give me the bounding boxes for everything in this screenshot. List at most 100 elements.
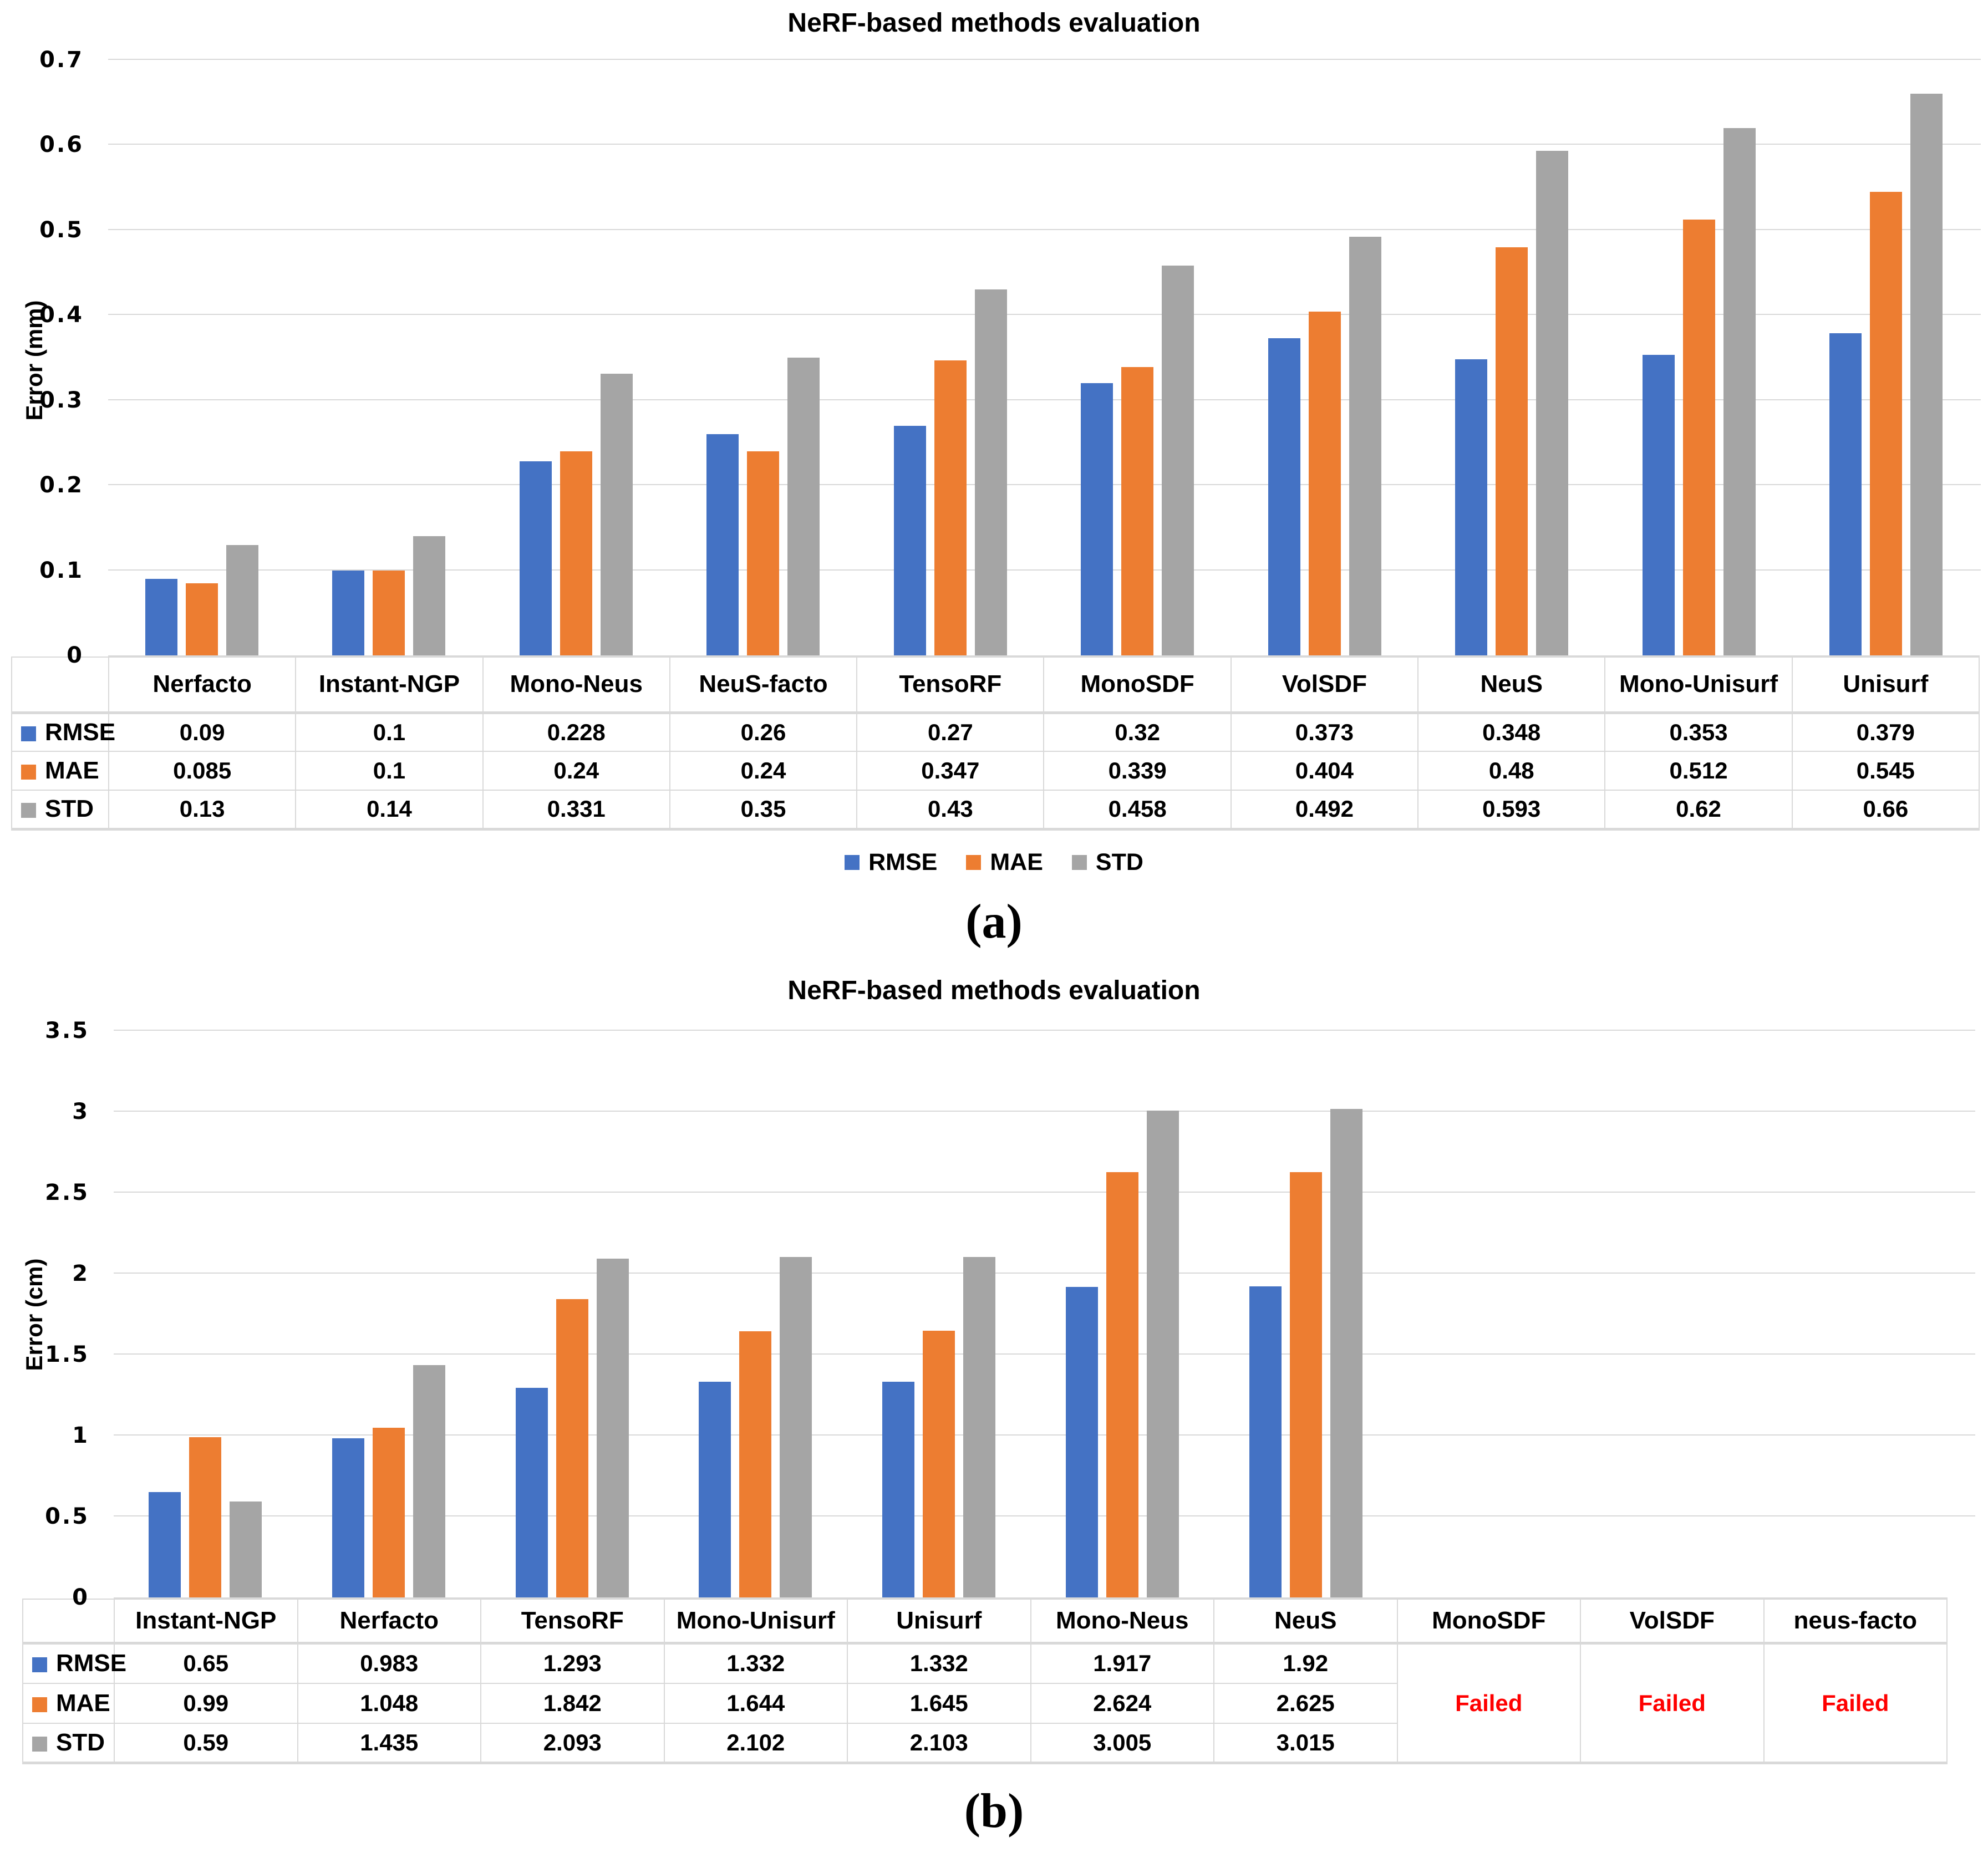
gridline — [108, 228, 1981, 230]
table-row-mae: MAE 0.99 1.048 1.842 1.644 1.645 2.624 2.625 — [22, 1682, 1947, 1724]
bar-rmse-neus-facto — [706, 434, 739, 655]
bar-mae-volsdf — [1308, 312, 1341, 655]
table-cell: 0.492 — [1230, 790, 1419, 829]
table-cell: 0.32 — [1043, 712, 1232, 752]
bar-mae-nerfacto — [185, 583, 218, 655]
bar-chart: Error (mm) 0.7 0.6 0.5 0.4 0.3 0.2 0.1 0 — [0, 40, 1988, 666]
bar-chart: Error (cm) 3.5 3 2.5 2 1.5 1 0.5 0 — [0, 1007, 1988, 1609]
bar-mae-unisurf — [1870, 191, 1903, 655]
bar-mae-neus — [1496, 247, 1528, 655]
panel-a: NeRF-based methods evaluation Error (mm)… — [0, 8, 1988, 949]
bar-rmse-nerfacto — [145, 578, 177, 655]
y-tick-label: 0.4 — [39, 302, 84, 328]
legend-label: MAE — [990, 849, 1043, 876]
table-cell: 0.13 — [108, 790, 297, 829]
bar-mae-mono-neus — [560, 451, 592, 655]
bar-group-tensorf — [480, 1031, 664, 1597]
gridline — [114, 1029, 1975, 1031]
legend-item-mae: MAE — [966, 849, 1043, 876]
data-table: Nerfacto Instant-NGP Mono-Neus NeuS-facto Te… — [11, 656, 1980, 831]
bar-std-unisurf — [1910, 94, 1943, 655]
row-header-std: STD — [11, 790, 109, 829]
chart-title: NeRF-based methods evaluation — [787, 8, 1201, 38]
bar-mae-mono-unisurf — [1682, 220, 1715, 655]
gridline — [114, 1434, 1975, 1436]
y-tick-label: 3.5 — [45, 1017, 89, 1044]
mae-legend-swatch-icon — [966, 855, 982, 870]
table-header: Nerfacto Instant-NGP Mono-Neus NeuS-facto Te… — [11, 656, 1980, 713]
column-header-mono-unisurf: Mono-Unisurf — [663, 1598, 848, 1644]
column-header-tensorf: TensoRF — [856, 656, 1045, 713]
bar-mae-monosdf — [1121, 367, 1154, 655]
bar-group-nerfacto — [297, 1031, 481, 1597]
y-axis-label: Error (cm) — [21, 1258, 47, 1371]
bar-mae-neus-facto — [747, 451, 780, 655]
bar-mae-instant-ngp — [189, 1437, 222, 1597]
column-header-neus: NeuS — [1417, 656, 1606, 713]
plot-area: 0.7 0.6 0.5 0.4 0.3 0.2 0.1 0 — [39, 49, 1981, 666]
column-header-neus: NeuS — [1213, 1598, 1398, 1644]
bar-std-instant-ngp — [230, 1501, 262, 1597]
y-tick-label: 0.1 — [39, 557, 84, 583]
table-cell: 0.26 — [669, 712, 858, 752]
column-header-neus-facto: neus-facto — [1763, 1598, 1948, 1644]
y-tick-label: 2 — [72, 1260, 89, 1286]
bar-mae-tensorf — [556, 1299, 588, 1597]
table-header-row: Nerfacto Instant-NGP Mono-Neus NeuS-facto Te… — [11, 656, 1980, 713]
y-tick-label: 0.2 — [39, 472, 84, 498]
bar-group-neus — [1214, 1031, 1397, 1597]
table-cell: 0.62 — [1604, 790, 1793, 829]
bar-rmse-mono-unisurf — [699, 1381, 731, 1597]
bar-group-neus-facto — [670, 60, 857, 655]
gridline — [108, 399, 1981, 400]
bar-std-mono-neus — [600, 374, 633, 655]
y-tick-label: 0.5 — [39, 217, 84, 243]
table-body: RMSE 0.09 0.1 0.228 0.26 0.27 0.32 0.373 0.348 0.… — [11, 712, 1980, 829]
table-cell: 0.14 — [295, 790, 484, 829]
table-cell: 0.347 — [856, 751, 1045, 791]
bar-std-nerfacto — [413, 1365, 446, 1597]
column-header-nerfacto: Nerfacto — [297, 1598, 481, 1644]
bar-mae-neus — [1289, 1172, 1322, 1597]
row-header-label: RMSE — [45, 718, 116, 746]
row-header-rmse: RMSE — [11, 712, 115, 752]
table-row-std: STD 0.13 0.14 0.331 0.35 0.43 0.458 0.492 0.593 0… — [11, 790, 1980, 829]
table-corner-cell — [11, 656, 109, 713]
bar-mae-instant-ngp — [373, 570, 405, 655]
table-cell: 0.1 — [295, 751, 484, 791]
table-header: Instant-NGP Nerfacto TensoRF Mono-Unisurf Un… — [22, 1598, 1948, 1644]
legend-item-std: STD — [1071, 849, 1143, 876]
table-cell: 3.005 — [1030, 1722, 1214, 1764]
bar-group-monosdf — [1044, 60, 1232, 655]
rmse-legend-swatch-icon — [845, 855, 860, 870]
bar-rmse-unisurf — [882, 1381, 915, 1597]
gridlines — [114, 1029, 1975, 1597]
row-header-std: STD — [22, 1722, 115, 1764]
std-swatch-icon — [32, 1736, 47, 1752]
bar-rmse-tensorf — [893, 425, 926, 655]
table-cell: 0.1 — [295, 712, 484, 752]
bar-std-tensorf — [596, 1258, 629, 1597]
bar-std-unisurf — [963, 1256, 996, 1597]
gridline — [114, 1110, 1975, 1112]
gridline — [114, 1272, 1975, 1274]
table-cell: 0.353 — [1604, 712, 1793, 752]
legend-label: STD — [1095, 849, 1143, 876]
rmse-swatch-icon — [21, 726, 36, 741]
bar-rmse-tensorf — [515, 1388, 548, 1597]
table-cell: 0.339 — [1043, 751, 1232, 791]
bar-group-mono-neus — [1031, 1031, 1214, 1597]
table-row-std: STD 0.59 1.435 2.093 2.102 2.103 3.005 3.015 — [22, 1722, 1947, 1764]
bar-rmse-mono-neus — [1065, 1286, 1098, 1597]
bar-group-mono-neus — [482, 60, 670, 655]
table-cell: 0.379 — [1791, 712, 1980, 752]
column-header-mono-neus: Mono-Neus — [482, 656, 670, 713]
bar-std-volsdf — [1349, 237, 1381, 655]
bar-group-monosdf — [1397, 1031, 1581, 1597]
bar-mae-mono-unisurf — [739, 1331, 772, 1597]
bar-rmse-neus — [1455, 359, 1488, 655]
table-cell: 0.458 — [1043, 790, 1232, 829]
gridline — [114, 1191, 1975, 1193]
column-header-instant-ngp: Instant-NGP — [295, 656, 484, 713]
bar-group-tensorf — [857, 60, 1044, 655]
